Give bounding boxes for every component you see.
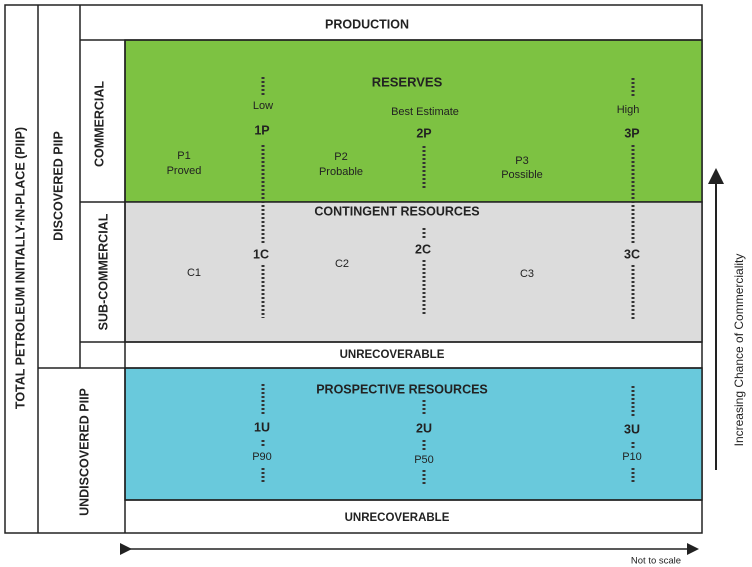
label-1p: 1P — [254, 123, 269, 137]
possible: Possible — [501, 169, 543, 181]
p3: P3 — [515, 155, 528, 167]
scale-note: Not to scale — [631, 556, 681, 567]
boxes — [4, 4, 703, 534]
label-1c: 1C — [253, 247, 269, 261]
c2: C2 — [335, 258, 349, 270]
probable: Probable — [319, 166, 363, 178]
best-estimate: Best Estimate — [391, 106, 459, 118]
discovered-piip: DISCOVERED PIIP — [51, 131, 65, 241]
p90: P90 — [252, 451, 272, 463]
reserves-title: RESERVES — [372, 74, 443, 89]
c3: C3 — [520, 268, 534, 280]
unrecoverable: UNRECOVERABLE — [345, 512, 450, 524]
commerciality-axis: Increasing Chance of Commerciality — [732, 254, 746, 447]
contingent-title: CONTINGENT RESOURCES — [314, 204, 479, 218]
label-3c: 3C — [624, 247, 640, 261]
label-2u: 2U — [416, 421, 432, 435]
sub-commercial: SUB-COMMERCIAL — [96, 213, 110, 330]
total-piip: TOTAL PETROLEUM INITIALLY-IN-PLACE (PIIP… — [13, 127, 27, 409]
c1: C1 — [187, 267, 201, 279]
p2: P2 — [334, 151, 347, 163]
dotted-lines — [261, 77, 635, 484]
p10: P10 — [622, 451, 642, 463]
low: Low — [253, 100, 273, 112]
high: High — [617, 104, 640, 116]
label-3u: 3U — [624, 422, 640, 436]
label-2p: 2P — [416, 126, 431, 140]
undiscovered-piip: UNDISCOVERED PIIP — [77, 388, 91, 516]
p50: P50 — [414, 454, 434, 466]
label-2c: 2C — [415, 242, 431, 256]
proved: Proved — [167, 165, 202, 177]
label-1u: 1U — [254, 420, 270, 434]
commercial: COMMERCIAL — [92, 81, 106, 167]
unrecoverable: UNRECOVERABLE — [340, 349, 445, 361]
label-3p: 3P — [624, 126, 639, 140]
prospective-title: PROSPECTIVE RESOURCES — [316, 382, 488, 396]
production: PRODUCTION — [325, 17, 409, 31]
p1: P1 — [177, 150, 190, 162]
